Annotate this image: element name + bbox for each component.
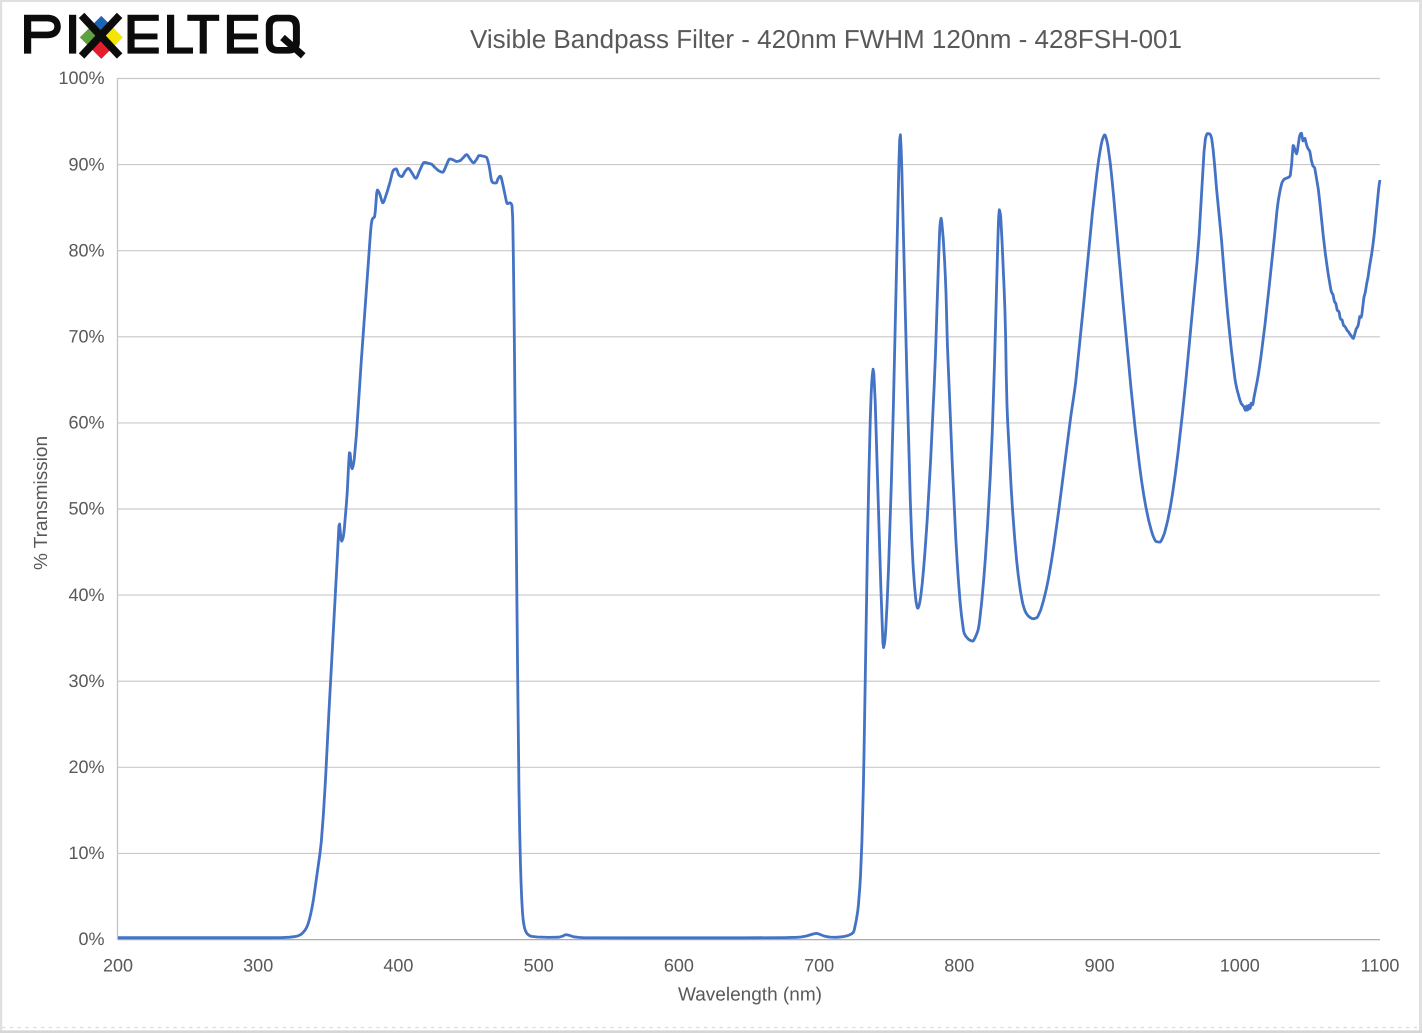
svg-text:30%: 30% [68,671,104,691]
svg-text:1100: 1100 [1361,956,1400,976]
svg-text:800: 800 [944,956,974,976]
svg-text:300: 300 [243,956,273,976]
svg-text:0%: 0% [78,929,104,949]
svg-text:70%: 70% [68,327,104,347]
svg-text:80%: 80% [68,240,104,260]
svg-text:600: 600 [664,956,694,976]
svg-text:40%: 40% [68,585,104,605]
svg-text:1000: 1000 [1220,956,1260,976]
svg-text:60%: 60% [68,413,104,433]
svg-text:20%: 20% [68,757,104,777]
svg-text:50%: 50% [68,499,104,519]
svg-text:400: 400 [383,956,413,976]
svg-text:Visible Bandpass Filter - 420n: Visible Bandpass Filter - 420nm FWHM 120… [470,24,1182,54]
svg-text:900: 900 [1085,956,1115,976]
svg-text:700: 700 [804,956,834,976]
svg-text:Wavelength (nm): Wavelength (nm) [678,985,822,1006]
svg-text:10%: 10% [68,843,104,863]
svg-text:100%: 100% [58,68,104,88]
svg-text:% Transmission: % Transmission [31,436,52,570]
svg-text:200: 200 [103,956,133,976]
svg-text:90%: 90% [68,154,104,174]
svg-text:500: 500 [524,956,554,976]
